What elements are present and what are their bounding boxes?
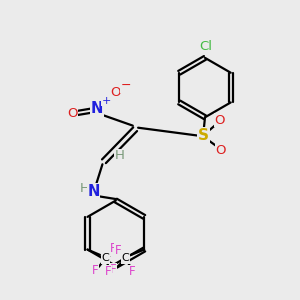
Text: S: S	[198, 128, 209, 143]
Text: F: F	[110, 263, 116, 276]
Text: C: C	[101, 254, 109, 263]
Text: F: F	[92, 264, 98, 277]
Text: F: F	[129, 266, 136, 278]
Text: F: F	[105, 266, 112, 278]
Text: O: O	[111, 86, 121, 99]
Text: −: −	[120, 79, 131, 92]
Text: +: +	[101, 96, 111, 106]
Text: O: O	[215, 143, 226, 157]
Text: F: F	[110, 242, 116, 256]
Text: N: N	[87, 184, 100, 199]
Text: N: N	[91, 101, 103, 116]
Text: C: C	[122, 254, 130, 263]
Text: Cl: Cl	[199, 40, 212, 53]
Text: H: H	[114, 149, 124, 162]
Text: O: O	[214, 114, 225, 127]
Text: F: F	[115, 244, 121, 257]
Text: O: O	[67, 107, 77, 120]
Text: H: H	[80, 182, 89, 194]
